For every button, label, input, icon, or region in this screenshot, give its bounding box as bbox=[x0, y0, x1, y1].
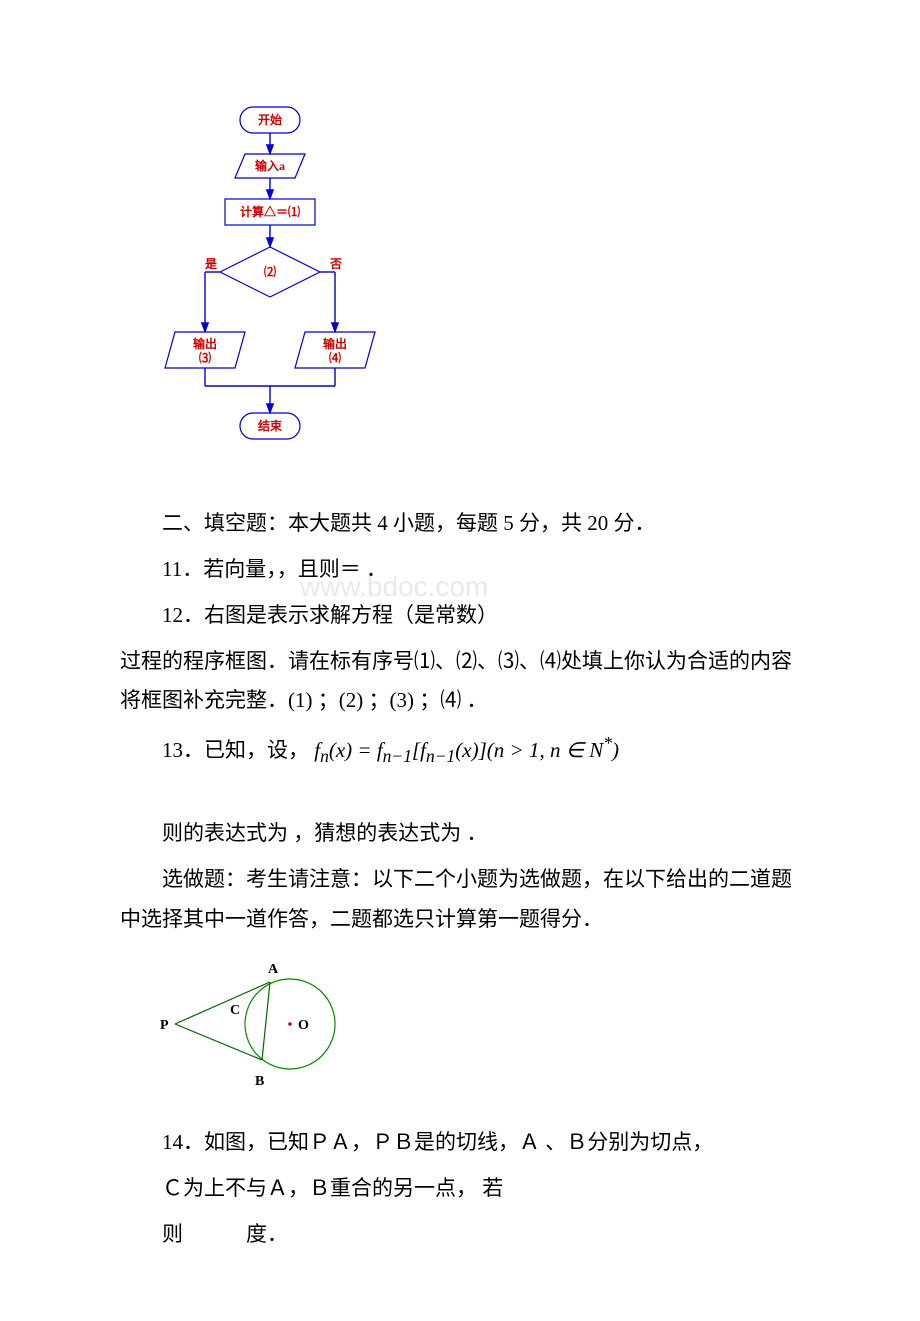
svg-text:C: C bbox=[230, 1003, 240, 1018]
section-header: 二、填空题：本大题共 4 小题，每题 5 分，共 20 分． bbox=[120, 504, 800, 544]
svg-text:A: A bbox=[268, 962, 279, 977]
question-13-line1: 13．已知，设， fn(x) = fn−1[fn−1(x)](n > 1, n … bbox=[120, 727, 800, 773]
geometry-figure: P A B C O bbox=[150, 959, 800, 1103]
svg-text:⑷: ⑷ bbox=[329, 350, 341, 365]
svg-text:⑵: ⑵ bbox=[264, 264, 276, 279]
svg-text:⑶: ⑶ bbox=[199, 350, 211, 365]
question-12-line1: 12．右图是表示求解方程（是常数） bbox=[120, 596, 800, 636]
flowchart-figure: 开始输入a计算△＝⑴⑵输出⑶输出⑷结束是否 bbox=[150, 100, 800, 474]
optional-note: 选做题：考生请注意：以下二个小题为选做题，在以下给出的二道题中选择其中一道作答，… bbox=[120, 860, 800, 940]
svg-text:输出: 输出 bbox=[323, 336, 347, 351]
question-14-line3: 则 度． bbox=[120, 1215, 800, 1255]
question-13-prefix: 13．已知，设， bbox=[162, 738, 309, 762]
svg-text:结束: 结束 bbox=[258, 418, 283, 433]
svg-text:否: 否 bbox=[329, 257, 342, 271]
question-11: 11．若向量，，且则＝ ． bbox=[120, 550, 800, 590]
question-14-line1: 14．如图，已知ＰＡ，ＰＢ是的切线，Ａ 、Ｂ分别为切点， bbox=[120, 1123, 800, 1163]
svg-text:O: O bbox=[298, 1018, 309, 1033]
geometry-svg: P A B C O bbox=[150, 959, 360, 1089]
question-13-formula: fn(x) = fn−1[fn−1(x)](n > 1, n ∈ N*) bbox=[314, 738, 619, 762]
svg-text:开始: 开始 bbox=[258, 112, 282, 127]
svg-text:输入a: 输入a bbox=[255, 158, 285, 173]
svg-text:是: 是 bbox=[204, 257, 218, 271]
svg-text:输出: 输出 bbox=[193, 336, 217, 351]
flowchart-svg: 开始输入a计算△＝⑴⑵输出⑶输出⑷结束是否 bbox=[150, 100, 400, 460]
svg-text:P: P bbox=[160, 1018, 169, 1033]
question-14-line2: Ｃ为上不与Ａ，Ｂ重合的另一点， 若 bbox=[120, 1169, 800, 1209]
question-13-line2: 则的表达式为 ，猜想的表达式为 ． bbox=[120, 814, 800, 854]
question-12-line2: 过程的程序框图．请在标有序号⑴、⑵、⑶、⑷处填上你认为合适的内容将框图补充完整．… bbox=[120, 642, 800, 722]
svg-text:B: B bbox=[255, 1074, 264, 1089]
svg-text:计算△＝⑴: 计算△＝⑴ bbox=[240, 204, 300, 219]
